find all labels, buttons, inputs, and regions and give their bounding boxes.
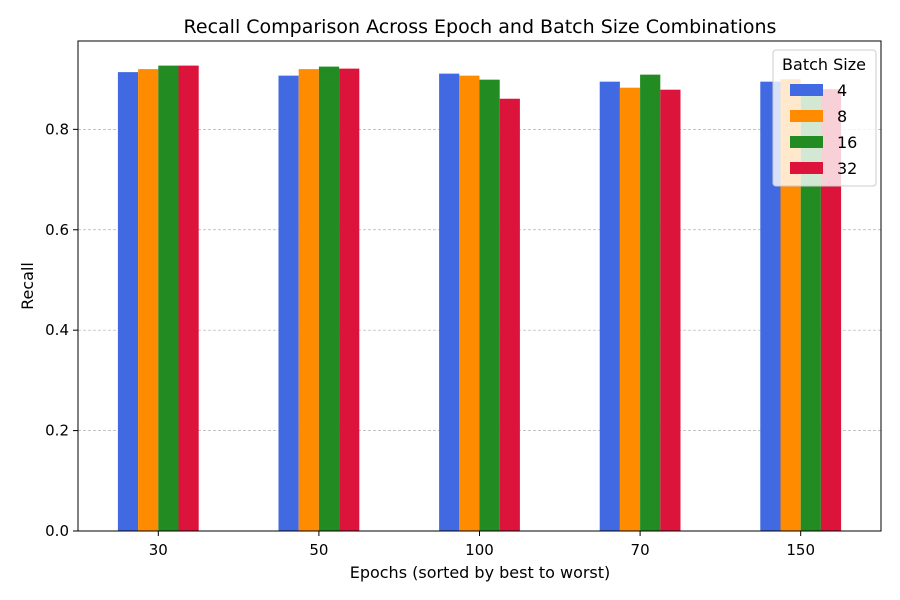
- legend-swatch-8: [790, 110, 823, 122]
- bar-100-batch-4: [439, 73, 460, 532]
- bar-50-batch-4: [278, 75, 299, 532]
- y-tick-label: 0.4: [45, 321, 69, 339]
- x-tick-label: 150: [786, 541, 815, 559]
- y-axis: 0.0 0.2 0.4 0.6 0.8: [45, 120, 78, 540]
- legend-title: Batch Size: [782, 55, 866, 74]
- bar-30-batch-16: [158, 65, 179, 532]
- legend-label-4: 4: [837, 81, 847, 100]
- bar-30-batch-8: [138, 69, 159, 532]
- y-tick-label: 0.2: [45, 422, 69, 440]
- bar-150-batch-16: [800, 84, 821, 531]
- legend-label-16: 16: [837, 133, 857, 152]
- x-tick-label: 30: [149, 541, 168, 559]
- bar-150-batch-4: [760, 81, 781, 531]
- bar-30-batch-32: [178, 65, 199, 532]
- y-tick-label: 0.0: [45, 522, 69, 540]
- legend-label-32: 32: [837, 159, 857, 178]
- x-axis: 30 50 100 70 150: [149, 531, 815, 559]
- x-tick-label: 70: [631, 541, 650, 559]
- legend-swatch-16: [790, 136, 823, 148]
- bar-30-batch-4: [117, 72, 139, 532]
- bar-50-batch-32: [339, 68, 360, 531]
- bar-150-batch-8: [780, 79, 801, 532]
- bar-150-batch-32: [820, 89, 842, 532]
- bar-100-batch-32: [499, 98, 520, 531]
- bar-100-batch-16: [479, 79, 500, 532]
- bar-70-batch-8: [619, 87, 641, 531]
- legend: Batch Size 4 8 16 32: [772, 49, 877, 187]
- bars: [117, 65, 842, 532]
- x-tick-label: 50: [309, 541, 328, 559]
- bar-50-batch-8: [298, 69, 319, 532]
- legend-swatch-32: [790, 162, 823, 174]
- y-tick-label: 0.8: [45, 120, 69, 138]
- bar-70-batch-32: [660, 89, 681, 532]
- legend-label-8: 8: [837, 107, 847, 126]
- x-axis-label: Epochs (sorted by best to worst): [350, 563, 611, 582]
- bar-70-batch-4: [599, 81, 620, 531]
- y-axis-label: Recall: [18, 262, 37, 310]
- legend-swatch-4: [790, 84, 823, 96]
- bar-50-batch-16: [318, 66, 340, 532]
- y-tick-label: 0.6: [45, 221, 69, 239]
- bar-100-batch-8: [459, 75, 480, 532]
- x-tick-label: 100: [465, 541, 494, 559]
- bar-70-batch-16: [640, 74, 661, 531]
- chart-title: Recall Comparison Across Epoch and Batch…: [184, 16, 777, 38]
